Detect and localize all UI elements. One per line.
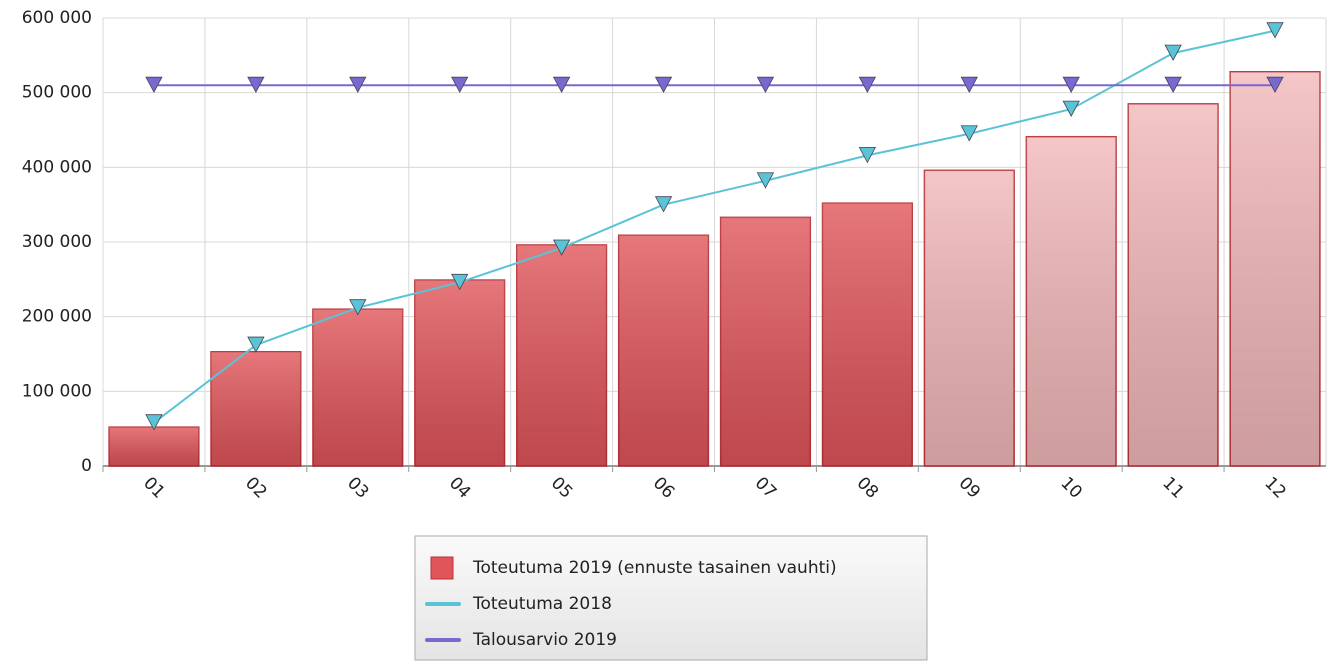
marker [756, 76, 775, 94]
marker [858, 76, 877, 94]
bar-shade [109, 427, 199, 466]
x-tick-label: 10 [1056, 473, 1085, 502]
bar-shade [516, 244, 607, 466]
x-tick-label: 12 [1260, 473, 1289, 502]
y-tick-label: 600 000 [22, 8, 92, 28]
x-tick-label: 05 [547, 473, 576, 502]
marker [1266, 76, 1284, 94]
bar-shade [211, 351, 301, 466]
marker [349, 299, 367, 316]
legend-swatch [425, 638, 461, 642]
legend-box [414, 535, 928, 661]
marker [145, 76, 163, 94]
marker [654, 76, 673, 94]
y-tick-label: 400 000 [22, 157, 92, 177]
bar-shade [414, 280, 505, 466]
x-tick-label: 03 [343, 473, 372, 502]
legend-swatch [430, 556, 454, 580]
marker [1164, 76, 1182, 94]
x-tick-label: 09 [955, 473, 984, 502]
y-tick-label: 300 000 [22, 232, 92, 252]
bar-shade [924, 170, 1015, 466]
x-tick-label: 04 [445, 473, 474, 502]
legend-label: Talousarvio 2019 [472, 630, 617, 650]
marker [247, 336, 265, 353]
marker [451, 273, 469, 291]
marker [960, 125, 978, 142]
marker [960, 76, 978, 94]
x-tick-label: 02 [241, 473, 270, 502]
line [153, 29, 1276, 424]
marker [1062, 100, 1080, 117]
marker [247, 76, 265, 94]
x-tick-label: 07 [751, 473, 780, 502]
bar-shade [1128, 103, 1218, 466]
marker [858, 146, 877, 164]
legend-label: Toteutuma 2019 (ennuste tasainen vauhti) [472, 558, 837, 578]
marker [756, 172, 775, 189]
bar-shade [1230, 71, 1320, 466]
legend-label: Toteutuma 2018 [472, 594, 612, 614]
bar-shade [720, 217, 811, 466]
marker [552, 239, 571, 256]
x-tick-label: 06 [649, 473, 678, 502]
marker [1062, 76, 1080, 94]
marker [552, 76, 571, 94]
y-tick-label: 100 000 [22, 381, 92, 401]
y-tick-label: 200 000 [22, 307, 92, 327]
bar-shade [822, 203, 913, 466]
bar-shade [312, 309, 403, 466]
marker [1164, 44, 1182, 61]
marker [654, 196, 673, 213]
legend-swatch [425, 602, 461, 606]
x-tick-label: 11 [1158, 473, 1187, 502]
marker [145, 414, 163, 431]
legend: Toteutuma 2019 (ennuste tasainen vauhti)… [414, 535, 928, 661]
marker [1266, 22, 1284, 39]
y-tick-label: 0 [81, 456, 92, 476]
marker [451, 76, 469, 94]
bar-shade [1026, 136, 1117, 466]
x-tick-label: 08 [853, 473, 882, 502]
marker [349, 76, 367, 94]
y-tick-label: 500 000 [22, 83, 92, 103]
bar-shade [618, 235, 709, 466]
x-tick-label: 01 [139, 473, 168, 502]
